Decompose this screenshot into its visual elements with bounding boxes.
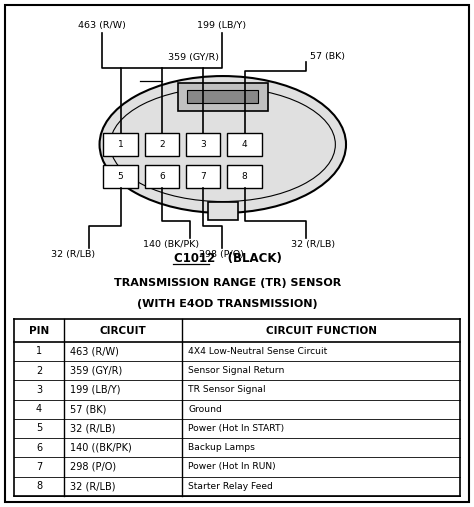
- Text: 6: 6: [159, 172, 165, 181]
- Text: 1: 1: [36, 346, 42, 356]
- Text: 32 (R/LB): 32 (R/LB): [70, 481, 115, 491]
- Text: 199 (LB/Y): 199 (LB/Y): [197, 21, 246, 30]
- Ellipse shape: [100, 76, 346, 213]
- Text: 32 (R/LB): 32 (R/LB): [51, 250, 96, 259]
- FancyBboxPatch shape: [103, 165, 138, 188]
- FancyBboxPatch shape: [187, 90, 258, 103]
- FancyBboxPatch shape: [227, 133, 262, 156]
- Text: 4: 4: [36, 404, 42, 414]
- Text: 57 (BK): 57 (BK): [70, 404, 106, 414]
- Text: 57 (BK): 57 (BK): [310, 52, 346, 61]
- Text: 8: 8: [36, 481, 42, 491]
- Text: C1012   (BLACK): C1012 (BLACK): [173, 252, 282, 265]
- Text: Sensor Signal Return: Sensor Signal Return: [188, 366, 284, 375]
- Text: 298 (P/O): 298 (P/O): [70, 462, 116, 472]
- Text: CIRCUIT FUNCTION: CIRCUIT FUNCTION: [265, 325, 377, 336]
- Text: Power (Hot In START): Power (Hot In START): [188, 424, 284, 433]
- Text: TR Sensor Signal: TR Sensor Signal: [188, 385, 266, 394]
- FancyBboxPatch shape: [145, 133, 179, 156]
- Text: Power (Hot In RUN): Power (Hot In RUN): [188, 462, 276, 472]
- Text: 4X4 Low-Neutral Sense Circuit: 4X4 Low-Neutral Sense Circuit: [188, 347, 328, 356]
- Text: PIN: PIN: [29, 325, 49, 336]
- Text: 463 (R/W): 463 (R/W): [70, 346, 118, 356]
- Text: 140 ((BK/PK): 140 ((BK/PK): [70, 443, 131, 453]
- Text: 359 (GY/R): 359 (GY/R): [70, 366, 122, 376]
- Text: 359 (GY/R): 359 (GY/R): [168, 53, 219, 62]
- FancyBboxPatch shape: [103, 133, 138, 156]
- Text: 4: 4: [242, 140, 247, 149]
- Text: 6: 6: [36, 443, 42, 453]
- Text: 32 (R/LB): 32 (R/LB): [291, 240, 335, 249]
- Text: 5: 5: [118, 172, 124, 181]
- Text: 463 (R/W): 463 (R/W): [78, 21, 126, 30]
- FancyBboxPatch shape: [227, 165, 262, 188]
- Text: 7: 7: [36, 462, 42, 472]
- FancyBboxPatch shape: [145, 165, 179, 188]
- Text: 7: 7: [200, 172, 206, 181]
- FancyBboxPatch shape: [5, 5, 469, 502]
- Text: 5: 5: [36, 423, 42, 433]
- Text: 298 (P/O): 298 (P/O): [200, 250, 244, 259]
- Ellipse shape: [110, 87, 336, 202]
- FancyBboxPatch shape: [208, 202, 238, 220]
- Text: 2: 2: [159, 140, 164, 149]
- Text: Ground: Ground: [188, 405, 222, 414]
- FancyBboxPatch shape: [186, 133, 220, 156]
- FancyBboxPatch shape: [186, 165, 220, 188]
- Text: (WITH E4OD TRANSMISSION): (WITH E4OD TRANSMISSION): [137, 299, 318, 309]
- Text: 199 (LB/Y): 199 (LB/Y): [70, 385, 120, 395]
- Text: 2: 2: [36, 366, 42, 376]
- Text: TRANSMISSION RANGE (TR) SENSOR: TRANSMISSION RANGE (TR) SENSOR: [114, 278, 341, 288]
- Text: CIRCUIT: CIRCUIT: [100, 325, 146, 336]
- Text: 1: 1: [118, 140, 124, 149]
- Text: 140 (BK/PK): 140 (BK/PK): [143, 240, 199, 249]
- Text: 32 (R/LB): 32 (R/LB): [70, 423, 115, 433]
- Text: Backup Lamps: Backup Lamps: [188, 443, 255, 452]
- Text: Starter Relay Feed: Starter Relay Feed: [188, 482, 273, 491]
- FancyBboxPatch shape: [178, 83, 268, 111]
- Text: 3: 3: [36, 385, 42, 395]
- Text: 8: 8: [241, 172, 247, 181]
- Text: 3: 3: [200, 140, 206, 149]
